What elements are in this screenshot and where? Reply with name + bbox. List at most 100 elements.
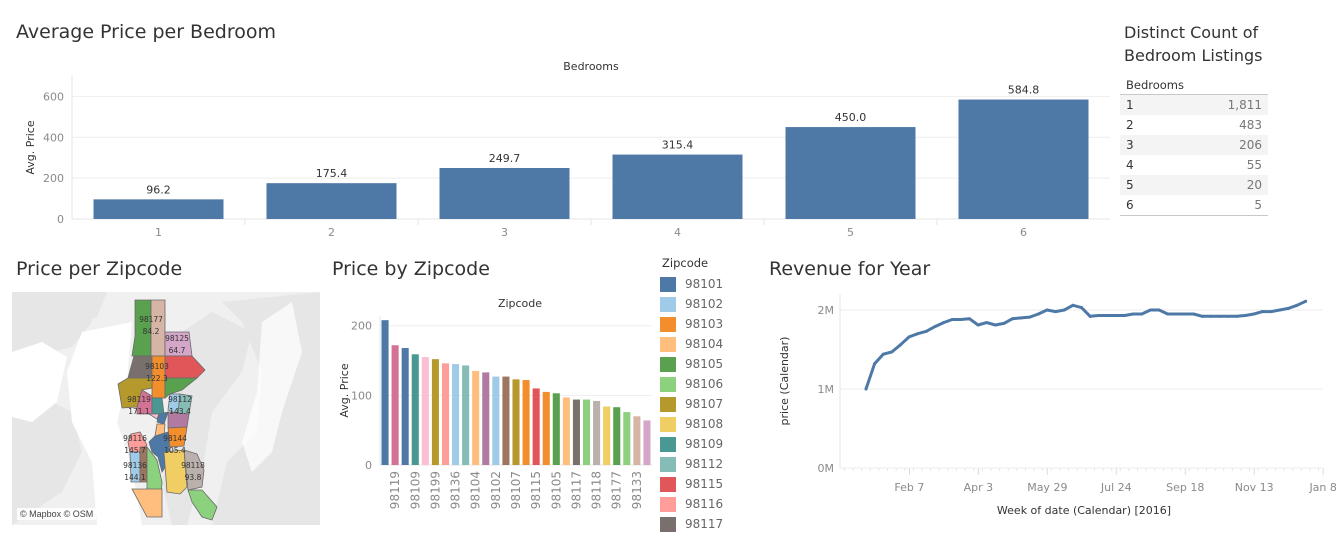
bar-zipcode[interactable] <box>391 345 399 465</box>
bar-zipcode[interactable] <box>411 354 419 465</box>
revenue-point[interactable] <box>1295 303 1299 307</box>
legend-item[interactable]: 98112 <box>660 454 723 474</box>
revenue-point[interactable] <box>1080 306 1083 310</box>
revenue-point[interactable] <box>1243 314 1247 318</box>
legend-item[interactable]: 98108 <box>660 414 723 434</box>
bar-zipcode[interactable] <box>562 397 570 465</box>
revenue-point[interactable] <box>1131 312 1135 316</box>
zip-98121[interactable] <box>147 413 160 420</box>
revenue-point[interactable] <box>1261 310 1265 314</box>
zip-98178[interactable] <box>187 489 218 521</box>
bar-zipcode[interactable] <box>603 406 611 465</box>
revenue-point[interactable] <box>881 352 885 356</box>
revenue-point[interactable] <box>950 317 954 321</box>
revenue-point[interactable] <box>1235 314 1239 318</box>
revenue-point[interactable] <box>1045 308 1049 312</box>
legend-item[interactable]: 98116 <box>660 494 723 514</box>
revenue-point[interactable] <box>1269 310 1273 314</box>
bar-zipcode[interactable] <box>633 416 641 465</box>
revenue-point[interactable] <box>890 350 894 354</box>
zip-98105[interactable] <box>164 377 199 399</box>
revenue-point[interactable] <box>1278 308 1282 312</box>
bar-zipcode[interactable] <box>472 371 480 465</box>
legend-item[interactable]: 98106 <box>660 374 723 394</box>
bar-zipcode[interactable] <box>502 376 510 465</box>
bar-bedroom-2[interactable] <box>266 183 397 219</box>
legend-item[interactable]: 98104 <box>660 334 723 354</box>
revenue-point[interactable] <box>1002 321 1006 325</box>
revenue-point[interactable] <box>1286 306 1290 310</box>
zip-98144[interactable] <box>167 426 188 448</box>
bar-zipcode[interactable] <box>613 407 621 465</box>
revenue-point[interactable] <box>898 343 902 347</box>
zipcode-map[interactable]: 98177 84.2 98125 64.7 98103 122.3 98119 171.1 98… <box>12 292 320 525</box>
bar-zipcode[interactable] <box>431 359 439 465</box>
bar-zipcode[interactable] <box>623 412 631 465</box>
revenue-point[interactable] <box>1226 314 1230 318</box>
revenue-point[interactable] <box>1217 314 1221 318</box>
zip-98118[interactable] <box>183 449 205 491</box>
legend-item[interactable]: 98105 <box>660 354 723 374</box>
bar-zipcode[interactable] <box>552 393 560 465</box>
bar-zipcode[interactable] <box>572 399 580 465</box>
bar-zipcode[interactable] <box>542 391 550 465</box>
revenue-point[interactable] <box>1252 312 1256 316</box>
bar-bedroom-1[interactable] <box>93 199 224 219</box>
legend-item[interactable]: 98115 <box>660 474 723 494</box>
revenue-point[interactable] <box>864 387 868 391</box>
revenue-point[interactable] <box>942 321 946 325</box>
bar-zipcode[interactable] <box>482 372 490 465</box>
revenue-point[interactable] <box>1209 314 1213 318</box>
legend-item[interactable]: 98102 <box>660 294 723 314</box>
revenue-point[interactable] <box>1088 314 1092 318</box>
revenue-point[interactable] <box>1062 308 1066 312</box>
revenue-point[interactable] <box>1200 314 1204 318</box>
revenue-point[interactable] <box>1028 315 1032 319</box>
revenue-point[interactable] <box>1011 317 1015 321</box>
bar-bedroom-6[interactable] <box>958 99 1089 219</box>
revenue-point[interactable] <box>976 323 980 327</box>
revenue-point[interactable] <box>959 317 963 321</box>
revenue-point[interactable] <box>1036 312 1040 316</box>
revenue-point[interactable] <box>924 329 928 333</box>
zip-98115[interactable] <box>164 355 206 379</box>
bar-zipcode[interactable] <box>441 363 450 465</box>
revenue-point[interactable] <box>933 325 937 329</box>
revenue-point[interactable] <box>873 362 877 366</box>
bar-zipcode[interactable] <box>421 357 429 465</box>
revenue-point[interactable] <box>1123 314 1127 318</box>
revenue-point[interactable] <box>1157 308 1161 312</box>
revenue-point[interactable] <box>907 335 911 339</box>
legend-item[interactable]: 98103 <box>660 314 723 334</box>
bar-zipcode[interactable] <box>401 348 409 465</box>
bar-zipcode[interactable] <box>381 320 389 465</box>
legend-item[interactable]: 98109 <box>660 434 723 454</box>
bar-zipcode[interactable] <box>582 399 591 465</box>
revenue-point[interactable] <box>993 323 997 327</box>
legend-item[interactable]: 98107 <box>660 394 723 414</box>
revenue-point[interactable] <box>1019 316 1023 320</box>
revenue-point[interactable] <box>1071 303 1075 307</box>
bar-zipcode[interactable] <box>522 380 530 465</box>
revenue-series-line[interactable] <box>864 299 1308 391</box>
revenue-point[interactable] <box>1054 310 1058 314</box>
legend-item[interactable]: 98117 <box>660 514 723 534</box>
revenue-point[interactable] <box>916 332 920 336</box>
legend-item[interactable]: 98101 <box>660 274 723 294</box>
bar-zipcode[interactable] <box>532 388 540 465</box>
bar-zipcode[interactable] <box>462 365 470 465</box>
revenue-point[interactable] <box>1148 308 1152 312</box>
revenue-point[interactable] <box>1166 312 1170 316</box>
revenue-point[interactable] <box>1304 299 1308 303</box>
revenue-point[interactable] <box>1140 312 1144 316</box>
revenue-point[interactable] <box>1183 312 1187 316</box>
bar-bedroom-3[interactable] <box>439 167 570 219</box>
revenue-point[interactable] <box>967 317 971 321</box>
revenue-point[interactable] <box>1105 314 1109 318</box>
revenue-point[interactable] <box>1192 312 1196 316</box>
revenue-point[interactable] <box>1114 314 1118 318</box>
zip-98109[interactable] <box>151 397 165 415</box>
bar-bedroom-4[interactable] <box>612 154 743 219</box>
revenue-point[interactable] <box>985 321 989 325</box>
bar-zipcode[interactable] <box>593 400 601 465</box>
